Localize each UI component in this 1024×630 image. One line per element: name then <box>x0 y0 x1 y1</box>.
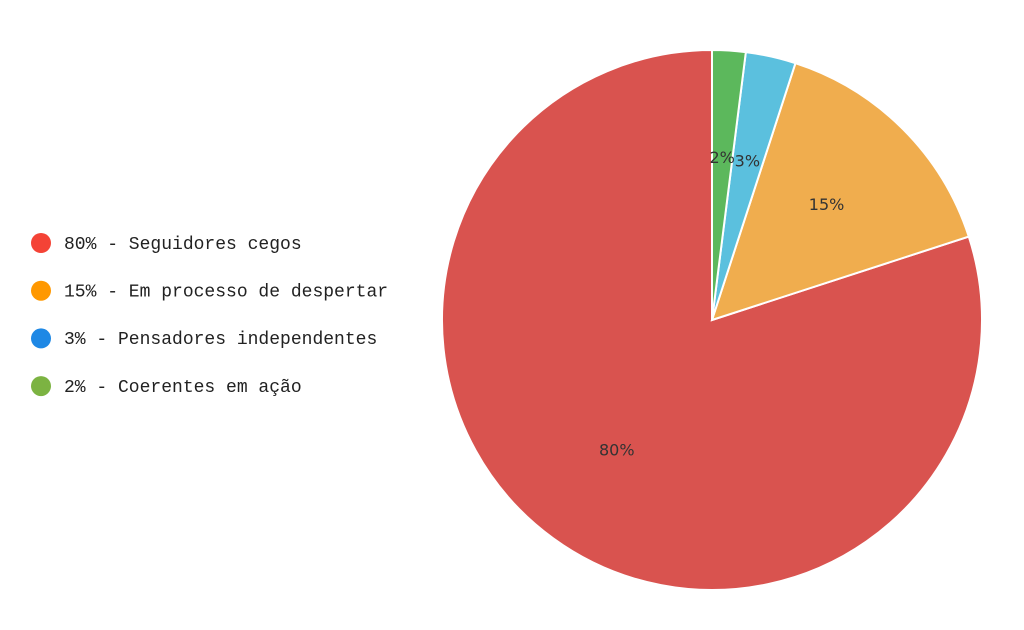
value-label: 80% <box>599 441 635 460</box>
legend-label: 80% - Seguidores cegos <box>64 235 302 255</box>
pie-slice <box>710 61 971 322</box>
legend-marker <box>31 233 51 253</box>
legend-label: 2% - Coerentes em ação <box>64 378 302 398</box>
legend-marker <box>31 376 51 397</box>
legend-label: 15% - Em processo de despertar <box>64 282 388 302</box>
value-label: 15% <box>809 195 845 214</box>
legend-label: 3% - Pensadores independentes <box>64 330 377 350</box>
value-label: 3% <box>735 151 760 170</box>
legend-marker <box>31 328 51 349</box>
value-label: 2% <box>709 148 734 167</box>
pie-slice <box>711 48 747 321</box>
legend-marker <box>31 280 51 301</box>
